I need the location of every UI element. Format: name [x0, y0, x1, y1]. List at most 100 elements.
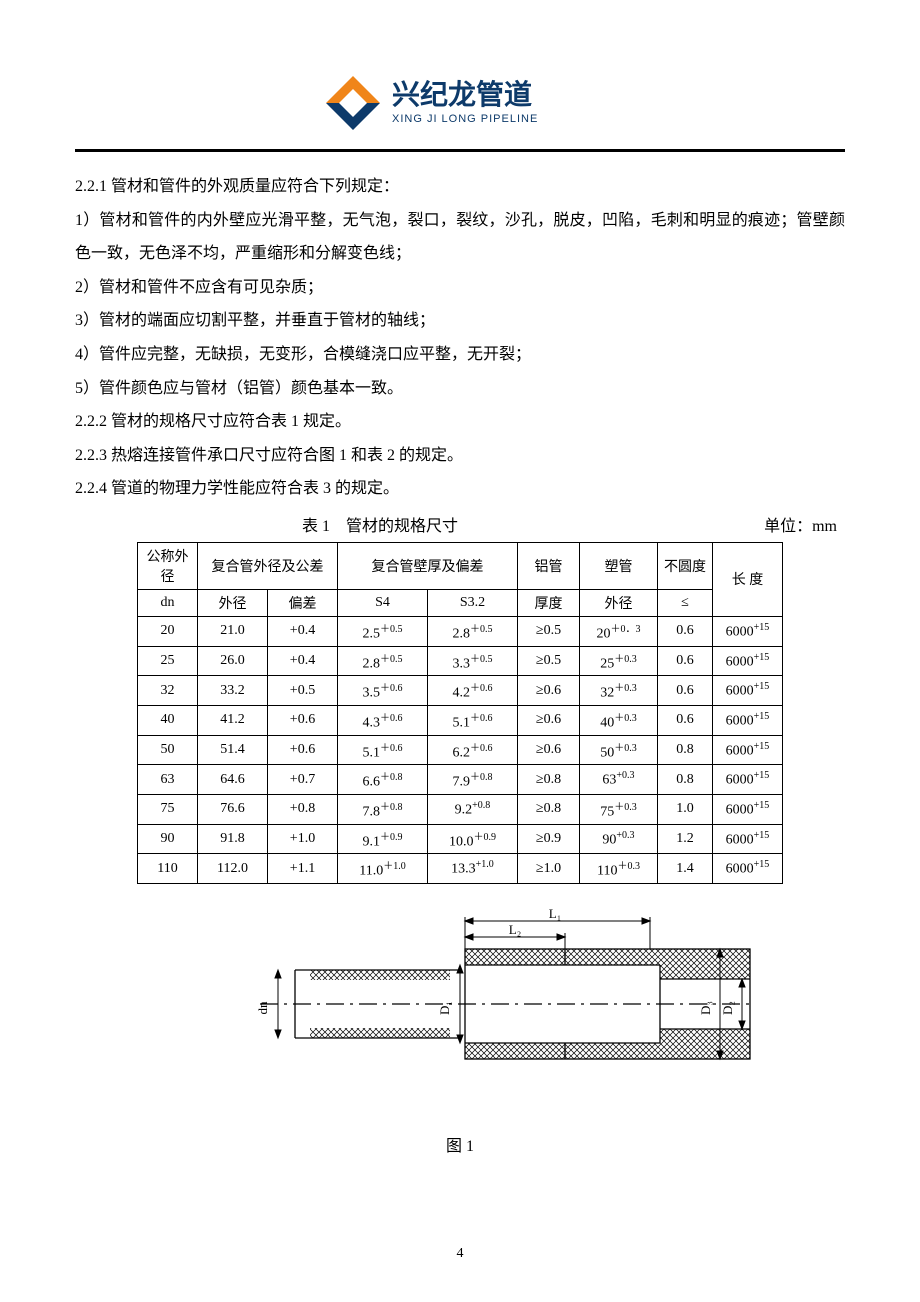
table-cell: 7.8＋0.8 — [338, 794, 428, 824]
table-cell: 20 — [138, 616, 198, 646]
fig-label-D3: D₃ — [698, 1001, 713, 1015]
table-cell: ≥0.6 — [518, 705, 580, 735]
table-cell: 6000+15 — [713, 646, 783, 676]
table-cell: 0.6 — [658, 616, 713, 646]
table-cell: 1.0 — [658, 794, 713, 824]
table-cell: 6000+15 — [713, 824, 783, 854]
table-cell: ≥0.8 — [518, 765, 580, 795]
table-cell: 76.6 — [198, 794, 268, 824]
table-row: 2021.0+0.42.5＋0.52.8＋0.5≥0.520＋0．30.6600… — [138, 616, 783, 646]
table-cell: 1.2 — [658, 824, 713, 854]
table-cell: 64.6 — [198, 765, 268, 795]
table-cell: 3.3＋0.5 — [428, 646, 518, 676]
para-item-5: 5）管件颜色应与管材（铝管）颜色基本一致。 — [75, 372, 845, 406]
table-cell: +0.4 — [268, 616, 338, 646]
table-cell: 6000+15 — [713, 735, 783, 765]
table-cell: 25＋0.3 — [580, 646, 658, 676]
fig-label-D2: D₂ — [720, 1001, 735, 1015]
table-cell: 0.8 — [658, 765, 713, 795]
th-length: 长 度 — [713, 542, 783, 616]
table-cell: ≥0.9 — [518, 824, 580, 854]
logo-svg: 兴纪龙管道 XING JI LONG PIPELINE — [320, 70, 600, 136]
table-row: 110112.0+1.111.0＋1.013.3+1.0≥1.0110＋0.31… — [138, 854, 783, 884]
table-cell: 32＋0.3 — [580, 676, 658, 706]
table1-body: 2021.0+0.42.5＋0.52.8＋0.5≥0.520＋0．30.6600… — [138, 616, 783, 883]
table-cell: 4.3＋0.6 — [338, 705, 428, 735]
table-cell: +0.4 — [268, 646, 338, 676]
para-2-2-4: 2.2.4 管道的物理力学性能应符合表 3 的规定。 — [75, 472, 845, 506]
th-s4: S4 — [338, 589, 428, 616]
table-cell: ≥0.6 — [518, 735, 580, 765]
table-cell: 9.2+0.8 — [428, 794, 518, 824]
th-pl-l2: 外径 — [580, 589, 658, 616]
table-row: 5051.4+0.65.1＋0.66.2＋0.6≥0.650＋0.30.8600… — [138, 735, 783, 765]
table-cell: +0.8 — [268, 794, 338, 824]
th-comp-wall: 复合管壁厚及偏差 — [338, 542, 518, 589]
table1-title-row: 表 1 管材的规格尺寸 单位：mm — [75, 512, 845, 536]
table-cell: 2.8＋0.5 — [338, 646, 428, 676]
fig-label-L1: L₁ — [549, 909, 561, 921]
figure1: dn — [75, 909, 845, 1156]
table-cell: 6.6＋0.8 — [338, 765, 428, 795]
table-cell: 6000+15 — [713, 676, 783, 706]
table-cell: 75＋0.3 — [580, 794, 658, 824]
th-dn-l1: 公称外径 — [138, 542, 198, 589]
table-cell: 7.9＋0.8 — [428, 765, 518, 795]
th-round-l2: ≤ — [658, 589, 713, 616]
logo-mark — [326, 76, 380, 130]
th-al-l2: 厚度 — [518, 589, 580, 616]
table-cell: +1.0 — [268, 824, 338, 854]
logo-cn: 兴纪龙管道 — [392, 78, 532, 110]
para-item-2: 2）管材和管件不应含有可见杂质； — [75, 271, 845, 305]
table-row: 9091.8+1.09.1＋0.910.0＋0.9≥0.990+0.31.260… — [138, 824, 783, 854]
table-cell: 91.8 — [198, 824, 268, 854]
fig-label-L2: L₂ — [509, 922, 521, 937]
table-cell: +0.5 — [268, 676, 338, 706]
table-cell: 40 — [138, 705, 198, 735]
table-cell: 50＋0.3 — [580, 735, 658, 765]
table-cell: 41.2 — [198, 705, 268, 735]
table-cell: 90 — [138, 824, 198, 854]
para-2-2-3: 2.2.3 热熔连接管件承口尺寸应符合图 1 和表 2 的规定。 — [75, 439, 845, 473]
table-cell: +0.6 — [268, 705, 338, 735]
table-cell: ≥0.6 — [518, 676, 580, 706]
table-cell: 0.6 — [658, 705, 713, 735]
table-cell: 110 — [138, 854, 198, 884]
figure1-caption: 图 1 — [75, 1132, 845, 1156]
table-row: 7576.6+0.87.8＋0.89.2+0.8≥0.875＋0.31.0600… — [138, 794, 783, 824]
para-item-4: 4）管件应完整，无缺损，无变形，合模缝浇口应平整，无开裂； — [75, 338, 845, 372]
table-cell: 51.4 — [198, 735, 268, 765]
table-cell: 0.6 — [658, 676, 713, 706]
table-cell: 50 — [138, 735, 198, 765]
th-comp-od: 复合管外径及公差 — [198, 542, 338, 589]
fig-label-D1: D₁ — [437, 1001, 452, 1015]
table-cell: 32 — [138, 676, 198, 706]
table-cell: 33.2 — [198, 676, 268, 706]
table-cell: 20＋0．3 — [580, 616, 658, 646]
table-cell: 0.6 — [658, 646, 713, 676]
th-tol: 偏差 — [268, 589, 338, 616]
table-cell: 26.0 — [198, 646, 268, 676]
table-cell: 6000+15 — [713, 794, 783, 824]
table-cell: ≥0.5 — [518, 616, 580, 646]
table-cell: 0.8 — [658, 735, 713, 765]
table-cell: 90+0.3 — [580, 824, 658, 854]
table-cell: ≥0.8 — [518, 794, 580, 824]
table-cell: +0.7 — [268, 765, 338, 795]
table-cell: 6000+15 — [713, 765, 783, 795]
body-text: 2.2.1 管材和管件的外观质量应符合下列规定： 1）管材和管件的内外壁应光滑平… — [75, 170, 845, 506]
table-cell: 5.1＋0.6 — [428, 705, 518, 735]
table-cell: 6000+15 — [713, 705, 783, 735]
table-cell: 63+0.3 — [580, 765, 658, 795]
table-cell: 110＋0.3 — [580, 854, 658, 884]
table-row: 4041.2+0.64.3＋0.65.1＋0.6≥0.640＋0.30.6600… — [138, 705, 783, 735]
fig-label-dn: dn — [255, 1001, 270, 1015]
table-cell: 10.0＋0.9 — [428, 824, 518, 854]
table1: 公称外径 复合管外径及公差 复合管壁厚及偏差 铝管 塑管 不圆度 长 度 dn … — [137, 542, 783, 884]
company-logo: 兴纪龙管道 XING JI LONG PIPELINE — [75, 70, 845, 141]
th-al-l1: 铝管 — [518, 542, 580, 589]
para-item-1: 1）管材和管件的内外壁应光滑平整，无气泡，裂口，裂纹，沙孔，脱皮，凹陷，毛刺和明… — [75, 204, 845, 271]
para-item-3: 3）管材的端面应切割平整，并垂直于管材的轴线； — [75, 304, 845, 338]
table1-head: 公称外径 复合管外径及公差 复合管壁厚及偏差 铝管 塑管 不圆度 长 度 dn … — [138, 542, 783, 616]
th-od: 外径 — [198, 589, 268, 616]
